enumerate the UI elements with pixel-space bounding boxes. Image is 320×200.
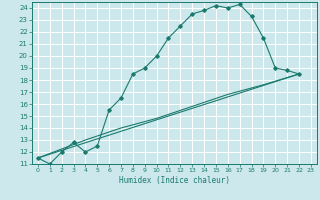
X-axis label: Humidex (Indice chaleur): Humidex (Indice chaleur) [119, 176, 230, 185]
